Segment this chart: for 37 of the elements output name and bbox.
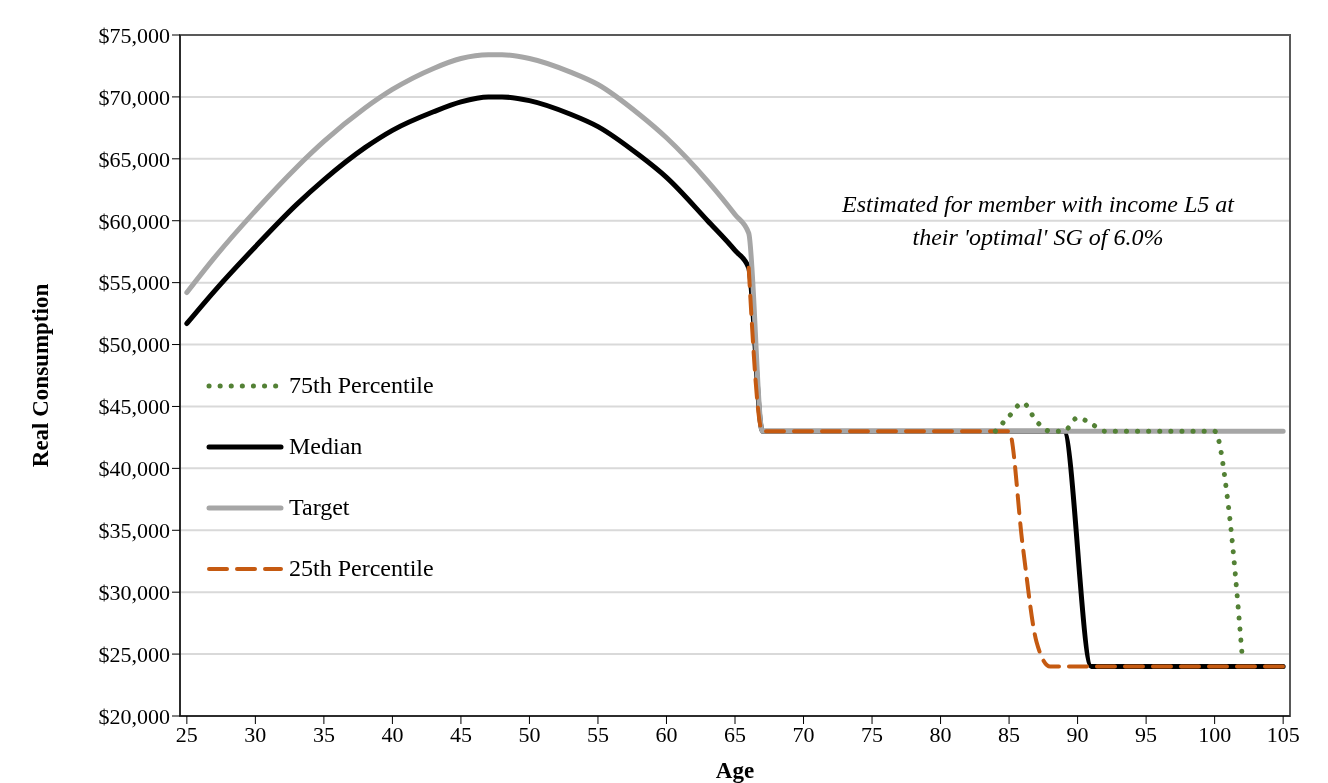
y-tick-label: $30,000 [98,579,170,605]
annotation: Estimated for member with income L5 at their 'optimal' SG of 6.0% [841,190,1236,252]
y-tick-label: $70,000 [98,84,170,110]
x-axis-title: Age [715,758,755,783]
x-tick-label: 100 [1198,721,1232,747]
legend-label: 25th Percentile [289,555,434,583]
x-tick-label: 70 [792,721,815,747]
y-tick-label: $35,000 [98,518,170,544]
legend-label: Median [289,433,363,461]
y-tick-label: $60,000 [98,208,170,234]
x-tick-label: 55 [586,721,609,747]
x-tick-label: 85 [998,721,1021,747]
x-tick-label: 75 [861,721,884,747]
x-tick-label: 95 [1135,721,1158,747]
x-tick-label: 105 [1266,721,1300,747]
x-tick-label: 45 [449,721,472,747]
y-tick-label: $55,000 [98,270,170,296]
y-tick-label: $25,000 [98,641,170,667]
legend-label: 75th Percentile [289,372,434,400]
x-tick-label: 80 [929,721,952,747]
x-tick-label: 40 [381,721,404,747]
legend-label: Target [289,494,350,522]
y-tick-label: $75,000 [98,22,170,48]
x-tick-label: 90 [1066,721,1089,747]
x-tick-label: 65 [724,721,746,747]
x-tick-label: 35 [312,721,335,747]
y-tick-label: $45,000 [98,394,170,420]
x-tick-label: 30 [244,721,267,747]
y-tick-label: $65,000 [98,146,170,172]
y-tick-label: $50,000 [98,332,170,358]
y-axis-title: Real Consumption [28,283,54,468]
x-tick-label: 25 [175,721,198,747]
line-series [746,265,1286,669]
x-tick-label: 50 [518,721,541,747]
y-tick-label: $40,000 [98,456,170,482]
y-tick-label: $20,000 [98,703,170,729]
x-tick-label: 60 [655,721,678,747]
